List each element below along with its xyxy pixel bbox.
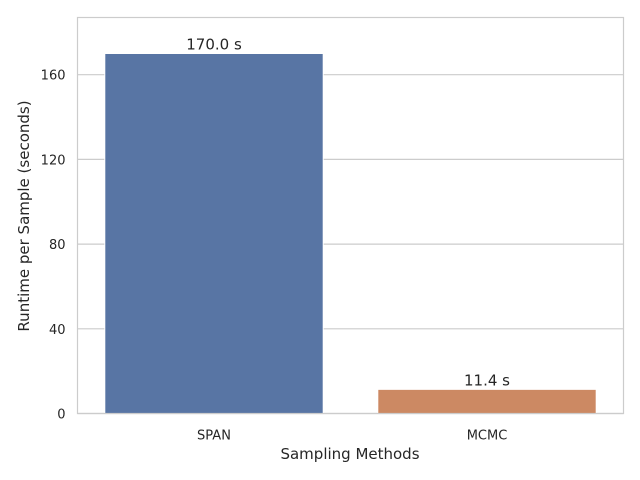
y-tick-label: 40 [49,323,66,338]
y-tick-label: 120 [41,153,66,168]
bar-span [104,53,324,414]
y-axis-ticks: 0 40 80 120 160 [41,69,66,423]
plot-frame [76,16,625,415]
data-label: 170.0 s [186,36,242,54]
y-axis-label: Runtime per Sample (seconds) [15,100,33,331]
bars [104,53,597,415]
y-tick-label: 160 [41,69,66,84]
y-tick-label: 80 [49,238,66,253]
x-tick-label: MCMC [467,429,508,444]
data-label: 11.4 s [464,371,510,389]
x-axis-label: Sampling Methods [280,445,419,463]
data-labels: 170.0 s 11.4 s [186,36,510,390]
bar-mcmc [377,388,597,415]
x-axis-ticks: SPAN MCMC [197,429,507,444]
x-tick-label: SPAN [197,429,231,444]
y-tick-label: 0 [57,408,65,423]
